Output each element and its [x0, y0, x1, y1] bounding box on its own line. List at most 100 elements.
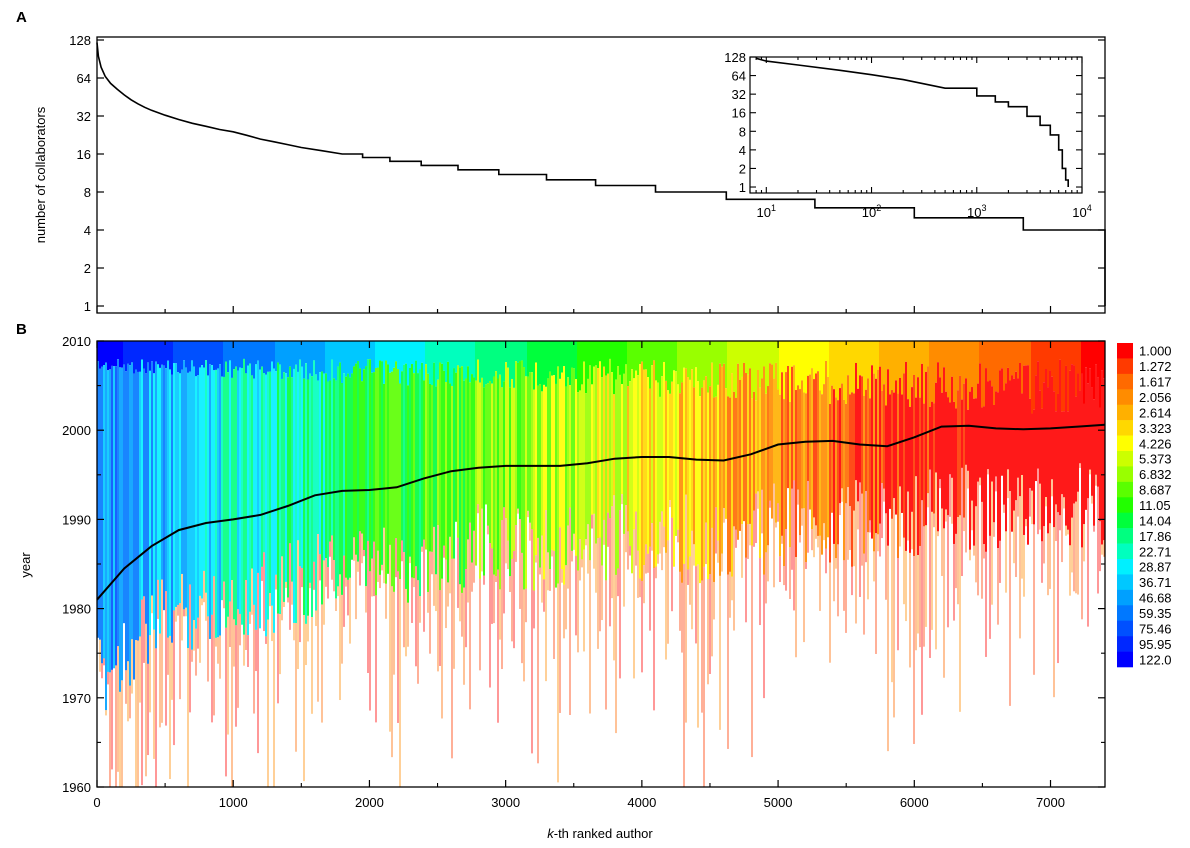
year-bar-tail	[919, 545, 921, 648]
year-bar-segment	[711, 341, 713, 363]
year-bar-tail	[761, 489, 763, 534]
year-bar-segment	[709, 386, 711, 575]
year-bar-segment	[905, 341, 907, 362]
year-bar-segment	[189, 341, 191, 372]
year-bar-segment	[283, 372, 285, 602]
year-bar-segment	[759, 341, 761, 388]
year-bar-segment	[521, 341, 523, 361]
year-bar-segment	[837, 341, 839, 401]
year-bar-segment	[693, 341, 695, 388]
year-bar-tail	[729, 571, 731, 618]
year-bar-segment	[421, 362, 423, 547]
year-bar-segment	[305, 363, 307, 624]
year-bar-segment	[1057, 393, 1059, 513]
year-bar-tail	[765, 552, 767, 604]
year-bar-segment	[201, 341, 203, 366]
year-bar-segment	[445, 382, 447, 560]
year-bar-tail	[311, 616, 313, 714]
year-bar-segment	[945, 341, 947, 392]
year-bar-tail	[767, 545, 769, 582]
year-bar-segment	[659, 341, 661, 397]
year-bar-segment	[463, 341, 465, 381]
year-bar-segment	[937, 362, 939, 532]
year-bar-segment	[197, 375, 199, 618]
year-bar-segment	[475, 380, 477, 566]
colorbar-label: 46.68	[1139, 591, 1172, 606]
year-bar-tail	[1101, 544, 1103, 555]
year-bar-segment	[493, 376, 495, 575]
colorbar-cell	[1117, 497, 1133, 514]
year-bar-segment	[883, 384, 885, 489]
year-bar-tail	[549, 569, 551, 591]
year-bar-segment	[97, 341, 99, 362]
year-bar-segment	[943, 341, 945, 368]
year-bar-tail	[495, 576, 497, 582]
year-bar-segment	[397, 341, 399, 370]
year-bar-segment	[289, 341, 291, 367]
year-bar-segment	[365, 341, 367, 367]
year-bar-tail	[935, 472, 937, 650]
y-tick-label: 4	[84, 223, 91, 238]
year-bar-tail	[777, 503, 779, 522]
year-bar-tail	[249, 611, 251, 624]
year-bar-segment	[871, 341, 873, 366]
year-bar-segment	[143, 368, 145, 597]
year-bar-segment	[217, 368, 219, 638]
year-bar-segment	[293, 368, 295, 623]
year-bar-segment	[575, 379, 577, 556]
year-bar-segment	[783, 399, 785, 567]
year-bar-segment	[479, 382, 481, 579]
year-bar-segment	[523, 367, 525, 590]
year-bar-tail	[177, 604, 179, 616]
year-bar-segment	[819, 390, 821, 536]
year-bar-tail	[799, 535, 801, 543]
year-bar-tail	[561, 569, 563, 583]
year-bar-segment	[173, 363, 175, 611]
year-bar-tail	[1063, 497, 1065, 509]
year-bar-segment	[439, 341, 441, 363]
year-bar-segment	[641, 341, 643, 362]
year-bar-segment	[977, 383, 979, 482]
year-bar-segment	[211, 365, 213, 615]
year-bar-segment	[989, 341, 991, 381]
year-bar-tail	[217, 637, 219, 664]
year-bar-segment	[915, 341, 917, 398]
year-bar-tail	[363, 549, 365, 557]
year-bar-segment	[117, 341, 119, 360]
year-bar-segment	[957, 341, 959, 391]
year-bar-segment	[225, 341, 227, 362]
inset-x-tick-base: 10	[967, 205, 981, 220]
year-bar-segment	[587, 378, 589, 525]
year-bar-segment	[1061, 341, 1063, 412]
year-bar-segment	[1051, 341, 1053, 377]
year-bar-segment	[513, 387, 515, 552]
year-bar-segment	[1009, 341, 1011, 381]
year-bar-segment	[1007, 341, 1009, 368]
year-bar-tail	[319, 554, 321, 581]
year-bar-segment	[811, 368, 813, 530]
year-bar-segment	[909, 341, 911, 407]
year-bar-segment	[1007, 367, 1009, 470]
year-bar-segment	[259, 341, 261, 370]
year-bar-segment	[867, 378, 869, 533]
year-bar-segment	[681, 382, 683, 583]
year-bar-tail	[721, 553, 723, 572]
year-bar-segment	[909, 406, 911, 553]
colorbar-label: 95.95	[1139, 637, 1172, 652]
year-bar-tail	[641, 580, 643, 673]
year-bar-segment	[1077, 341, 1079, 374]
year-bar-segment	[231, 341, 233, 378]
year-bar-segment	[721, 341, 723, 367]
year-bar-segment	[781, 372, 783, 536]
year-bar-segment	[317, 380, 319, 534]
year-bar-tail	[907, 491, 909, 541]
year-bar-tail	[639, 578, 641, 598]
year-bar-segment	[979, 341, 981, 364]
year-bar-tail	[529, 522, 531, 541]
year-bar-segment	[329, 380, 331, 542]
year-bar-tail	[223, 581, 225, 609]
year-bar-segment	[199, 367, 201, 596]
year-bar-segment	[873, 341, 875, 374]
